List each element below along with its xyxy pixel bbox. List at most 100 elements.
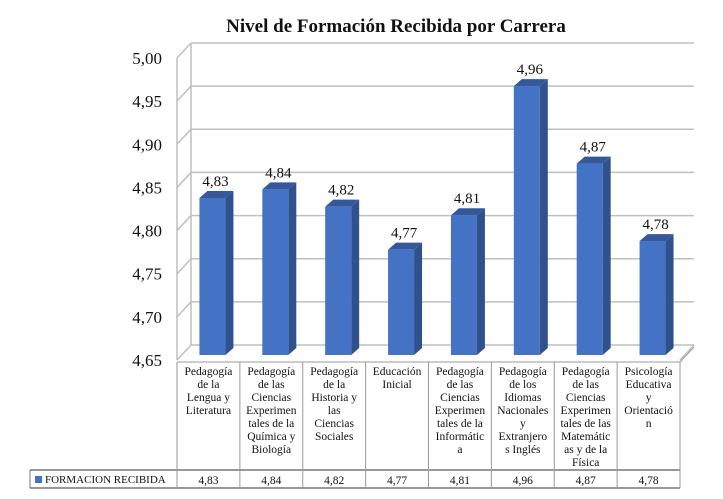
gridline-depth	[176, 85, 192, 102]
bar-top	[325, 199, 360, 207]
x-category-label: de los	[509, 379, 537, 391]
value-label: 4,96	[517, 62, 544, 78]
x-category-label: Educativa	[626, 379, 672, 391]
x-category-label: Idiomas	[504, 392, 542, 404]
x-category-label: Literatura	[186, 405, 231, 417]
legend-label: FORMACION RECIBIDA	[45, 474, 166, 486]
bar	[262, 189, 289, 355]
gridline-depth	[176, 171, 192, 188]
x-category-label: Psicología	[625, 366, 673, 378]
x-category-label: de la	[323, 379, 345, 391]
bar-side	[414, 242, 423, 355]
x-category-label: Pedagogía	[310, 366, 358, 378]
value-label: 4,83	[202, 174, 228, 190]
floor-edge	[679, 344, 695, 361]
x-category-label: Inicial	[382, 379, 411, 391]
x-category-label: tales de las	[560, 418, 611, 430]
bar-top	[450, 208, 485, 216]
value-label: 4,77	[391, 226, 418, 242]
x-category-label: Lengua y	[187, 392, 230, 404]
x-category-label: Química y	[247, 431, 295, 443]
table-value: 4,87	[576, 475, 596, 487]
bar-side	[476, 208, 485, 355]
bar	[639, 241, 666, 355]
bar-side	[602, 156, 611, 355]
bar-side	[539, 79, 548, 355]
value-label: 4,78	[642, 217, 668, 233]
y-tick-label: 4,65	[132, 351, 162, 370]
table-value: 4,82	[324, 475, 344, 487]
y-tick-label: 4,75	[132, 265, 162, 284]
y-tick-label: 4,80	[132, 222, 162, 241]
bar	[576, 163, 603, 355]
y-tick-label: 4,70	[132, 308, 162, 327]
bar	[388, 249, 415, 355]
y-tick-label: 4,85	[132, 178, 162, 197]
x-category-label: de las	[572, 379, 599, 391]
x-category-label: as y de la	[564, 444, 607, 456]
y-tick-label: 4,95	[132, 92, 162, 111]
x-category-label: Pedagogía	[247, 366, 295, 378]
x-category-label: Pedagogía	[436, 366, 484, 378]
x-category-label: Informátic	[436, 431, 485, 443]
x-category-label: a	[457, 444, 462, 456]
x-category-label: y	[646, 392, 652, 404]
gridline-depth	[176, 42, 192, 59]
x-category-label: y	[520, 418, 526, 430]
x-category-label: n	[646, 418, 652, 430]
chart-title: Nivel de Formación Recibida por Carrera	[226, 16, 566, 37]
legend-swatch	[35, 476, 42, 483]
table-value: 4,78	[639, 475, 659, 487]
gridline-depth	[176, 301, 192, 318]
x-category-label: Experimen	[246, 405, 297, 417]
x-category-label: Sociales	[315, 431, 354, 443]
x-category-label: Matemátic	[561, 431, 610, 443]
bar-side	[665, 234, 674, 355]
x-category-label: Pedagogía	[562, 366, 610, 378]
x-category-label: Educación	[373, 366, 422, 378]
x-category-label: Orientació	[624, 405, 673, 417]
value-label: 4,82	[328, 183, 354, 199]
x-category-label: Extranjero	[499, 431, 548, 443]
y-tick-label: 4,90	[132, 135, 162, 154]
x-category-label: Nacionales	[497, 405, 549, 417]
gridline-depth	[176, 215, 192, 232]
x-category-label: de la	[197, 379, 219, 391]
table-value: 4,81	[450, 475, 470, 487]
bar-top	[199, 191, 234, 199]
value-label: 4,87	[580, 140, 607, 156]
table-value: 4,77	[387, 475, 407, 487]
table-value: 4,83	[198, 475, 218, 487]
x-category-label: s Inglés	[505, 444, 541, 456]
table-value: 4,96	[513, 475, 533, 487]
x-category-label: Experimen	[560, 405, 611, 417]
bar-top	[262, 182, 297, 190]
value-label: 4,84	[265, 165, 292, 181]
x-category-label: Pedagogía	[499, 366, 547, 378]
bar	[325, 206, 352, 355]
x-category-label: Física	[572, 457, 599, 469]
x-category-label: Ciencias	[252, 392, 292, 404]
x-category-label: Ciencias	[314, 418, 354, 430]
x-category-label: las	[328, 405, 341, 417]
gridline-depth	[176, 258, 192, 275]
bar	[450, 215, 477, 355]
bar-top	[576, 156, 611, 164]
table-border	[679, 346, 695, 363]
bar-side	[288, 182, 297, 355]
x-category-label: Ciencias	[566, 392, 606, 404]
bar-top	[388, 242, 423, 250]
bar	[199, 198, 226, 355]
x-category-label: Biología	[252, 444, 292, 456]
bar-top	[513, 79, 548, 87]
bar	[513, 86, 540, 355]
x-category-label: tales de la	[248, 418, 294, 430]
gridline-depth	[176, 344, 192, 361]
bar-side	[225, 191, 234, 355]
x-category-label: Ciencias	[440, 392, 480, 404]
x-category-label: de las	[258, 379, 285, 391]
value-label: 4,81	[454, 191, 480, 207]
x-category-label: tales de la	[437, 418, 483, 430]
x-category-label: de las	[447, 379, 474, 391]
